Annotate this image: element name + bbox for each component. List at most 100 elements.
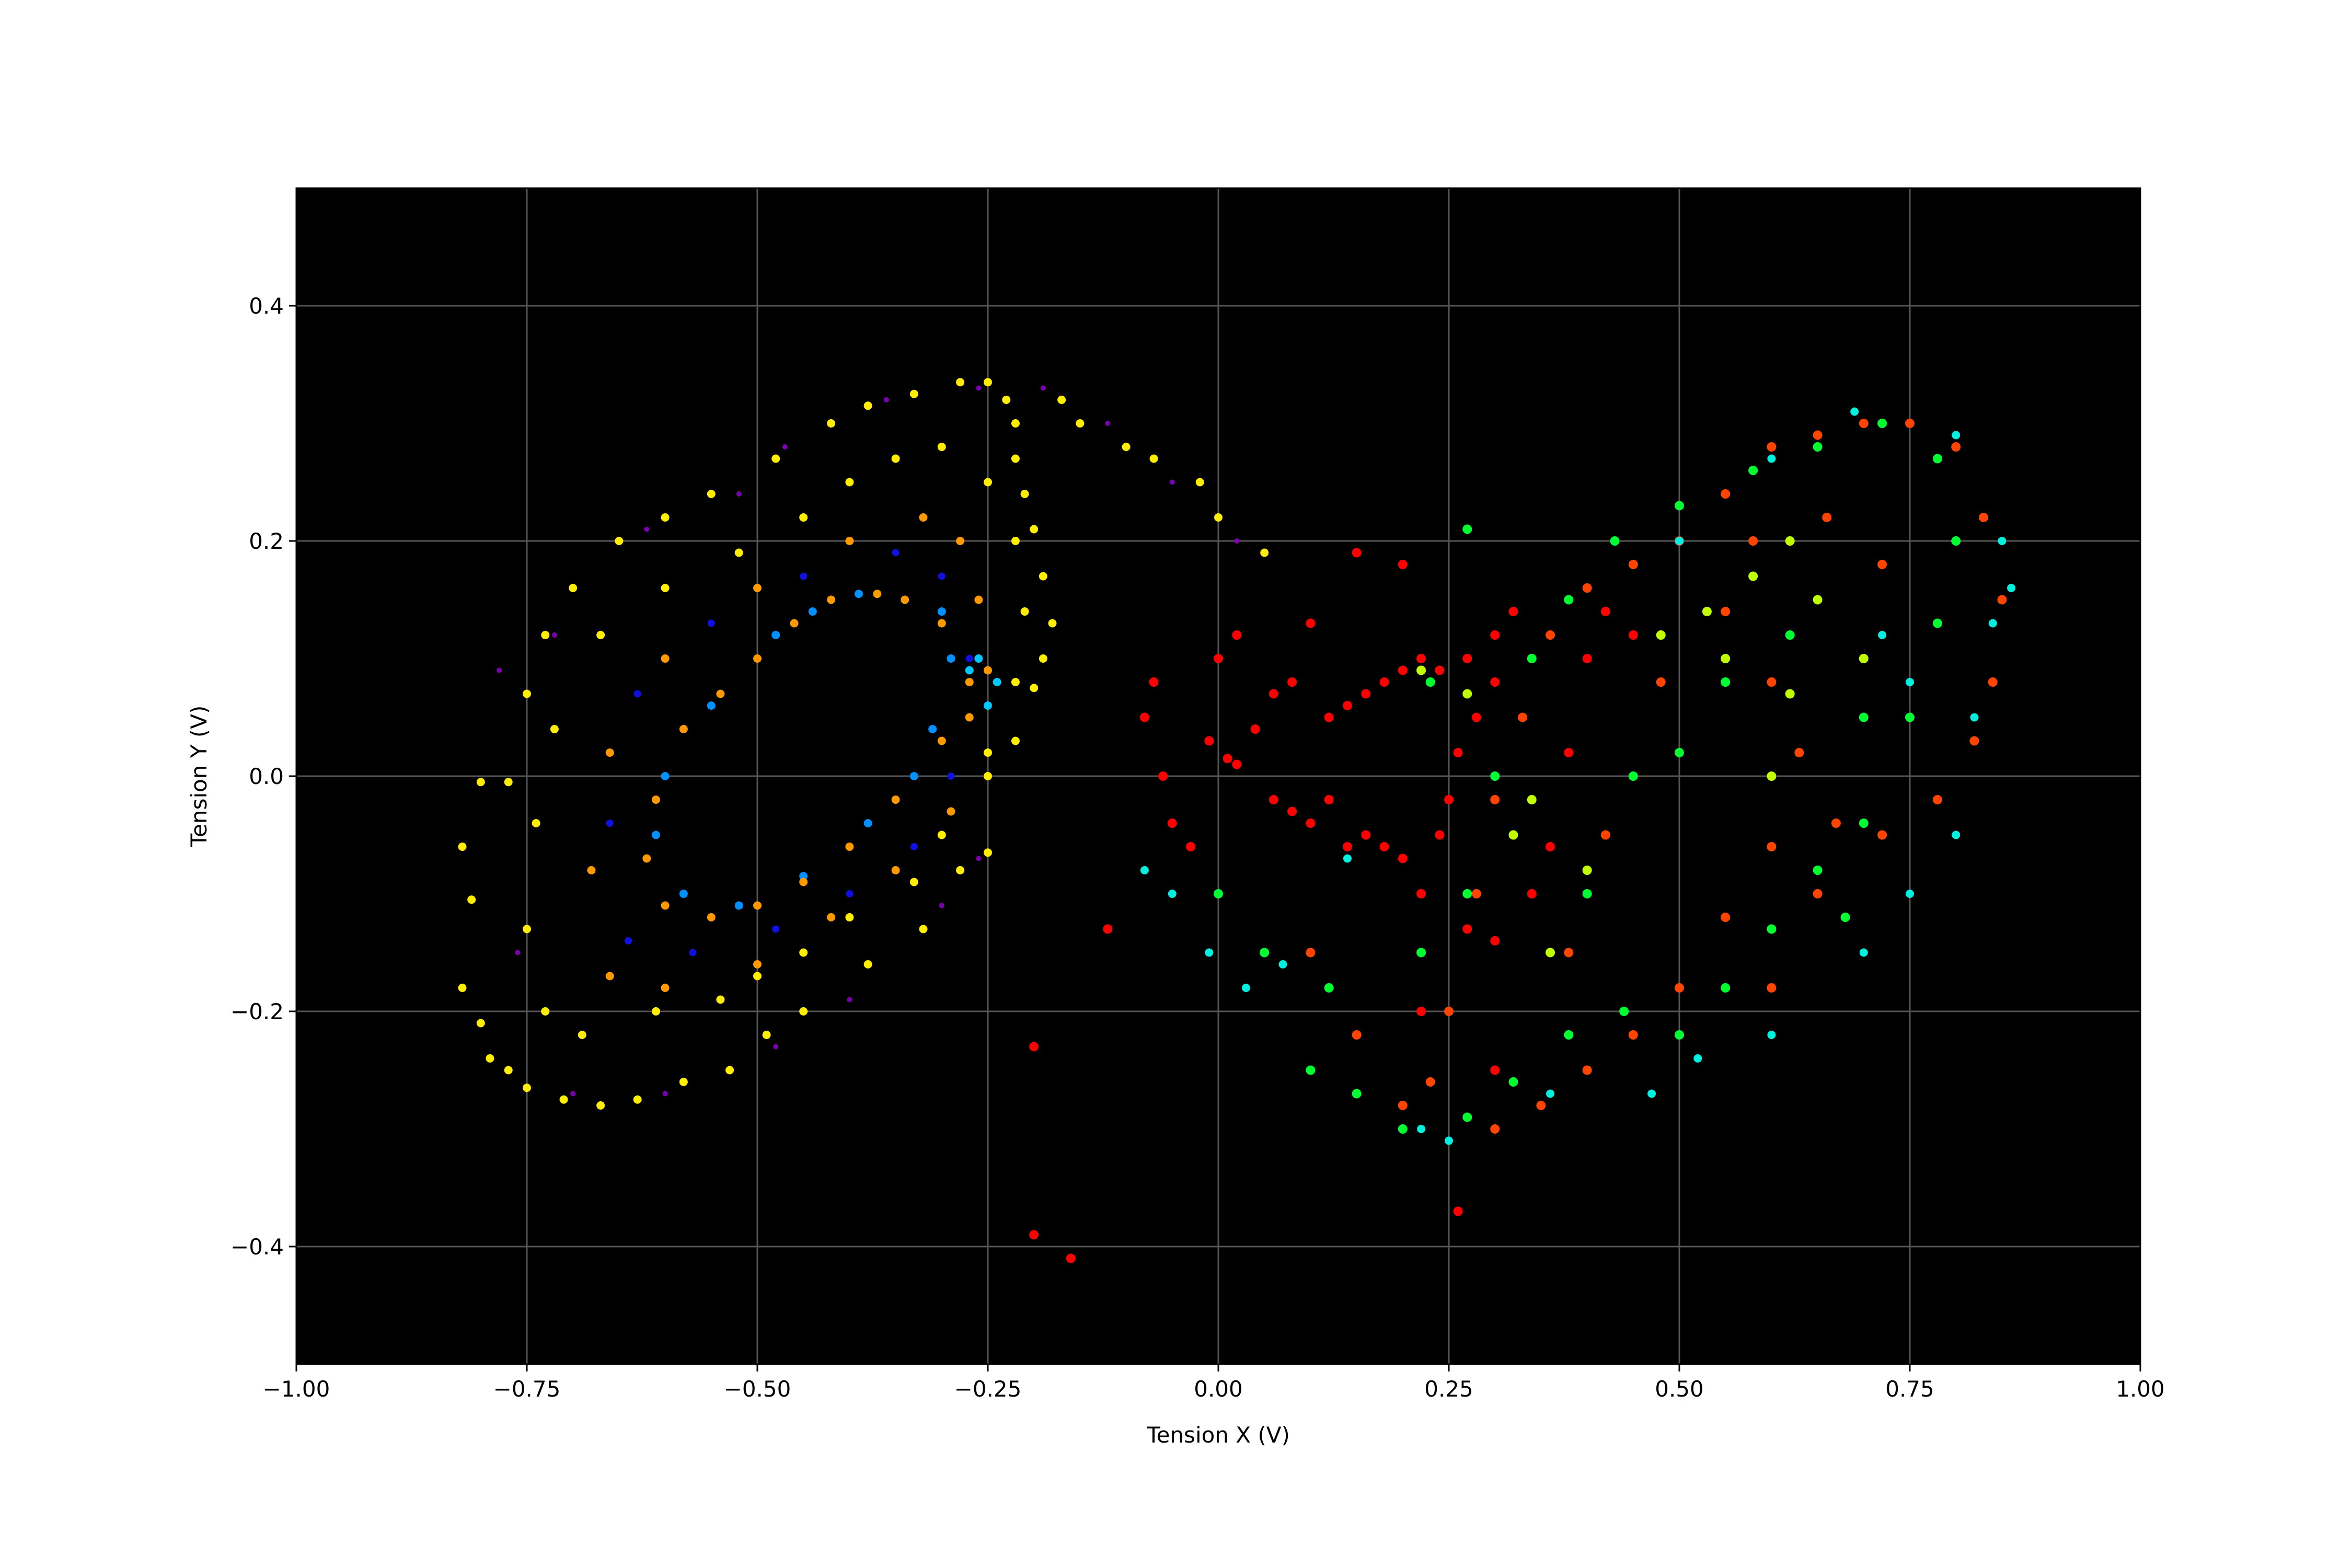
point xyxy=(790,619,799,628)
point xyxy=(891,795,900,804)
point xyxy=(734,548,743,557)
point xyxy=(1416,889,1426,898)
point xyxy=(1582,654,1592,663)
point xyxy=(1628,771,1638,781)
point xyxy=(762,1031,771,1039)
point xyxy=(1453,1206,1463,1216)
point xyxy=(965,666,974,675)
point xyxy=(1767,842,1777,851)
point xyxy=(458,984,467,992)
point xyxy=(845,843,854,851)
point xyxy=(467,895,476,904)
y-tick-label: 0.4 xyxy=(249,293,284,319)
point xyxy=(1906,890,1914,898)
point xyxy=(1398,1101,1408,1110)
point xyxy=(1453,748,1463,757)
point xyxy=(1490,630,1500,640)
point xyxy=(642,854,651,863)
point xyxy=(976,385,982,391)
point xyxy=(1149,677,1159,687)
point xyxy=(1186,842,1196,851)
point xyxy=(1398,665,1408,675)
points xyxy=(458,378,2016,1263)
point xyxy=(909,389,918,398)
point xyxy=(1462,1112,1472,1122)
point xyxy=(725,1066,734,1075)
point xyxy=(550,725,559,733)
point xyxy=(1352,1089,1362,1099)
point xyxy=(1048,619,1057,628)
point xyxy=(1951,536,1961,546)
point xyxy=(1490,795,1500,804)
point xyxy=(1287,806,1297,816)
point xyxy=(1011,537,1020,545)
point xyxy=(1767,1031,1776,1039)
point xyxy=(587,866,596,874)
point xyxy=(1398,1124,1408,1134)
point xyxy=(1582,1065,1592,1075)
point xyxy=(1039,572,1047,581)
point xyxy=(541,1007,550,1016)
point xyxy=(1564,595,1574,605)
point xyxy=(1546,630,1555,640)
point xyxy=(1564,948,1574,958)
point xyxy=(1905,419,1915,428)
point xyxy=(661,984,670,992)
point xyxy=(937,619,946,628)
point xyxy=(661,772,670,780)
point xyxy=(661,654,670,663)
point xyxy=(1417,1125,1426,1133)
point xyxy=(1813,442,1823,452)
point xyxy=(651,831,660,839)
point xyxy=(984,848,992,857)
point xyxy=(1546,842,1555,851)
point xyxy=(1306,948,1316,958)
point xyxy=(799,948,808,957)
point xyxy=(863,819,872,827)
point xyxy=(846,890,854,897)
point xyxy=(1269,795,1278,804)
point xyxy=(1952,831,1961,839)
point xyxy=(863,401,872,410)
point xyxy=(1103,924,1113,934)
point xyxy=(1675,1030,1684,1040)
point xyxy=(1813,866,1823,875)
point xyxy=(845,913,854,921)
point xyxy=(947,807,955,816)
point xyxy=(1260,548,1269,557)
point xyxy=(578,1031,586,1039)
point xyxy=(1158,771,1168,781)
point xyxy=(679,1078,688,1086)
point xyxy=(1767,924,1777,934)
point xyxy=(909,878,918,886)
point xyxy=(771,631,780,639)
point xyxy=(1435,830,1445,840)
point xyxy=(974,595,983,604)
point xyxy=(1794,748,1804,757)
point xyxy=(679,725,688,733)
point xyxy=(1675,983,1684,993)
point xyxy=(1693,1054,1702,1063)
point xyxy=(1214,654,1223,663)
point xyxy=(1232,630,1242,640)
point xyxy=(1205,948,1214,957)
point xyxy=(651,1007,660,1016)
point xyxy=(1997,595,2007,605)
point xyxy=(1906,678,1914,686)
point xyxy=(1527,654,1537,663)
point xyxy=(716,689,725,698)
point xyxy=(1039,654,1047,663)
point xyxy=(1877,419,1887,428)
point xyxy=(1260,948,1270,958)
point xyxy=(956,537,965,545)
point xyxy=(827,913,836,921)
point xyxy=(1011,454,1020,463)
point xyxy=(1859,712,1869,722)
point xyxy=(1342,842,1352,851)
point xyxy=(596,631,605,639)
point xyxy=(1813,889,1823,898)
point xyxy=(651,795,660,804)
point xyxy=(1932,618,1942,628)
point xyxy=(1011,736,1020,745)
point xyxy=(1518,712,1528,722)
